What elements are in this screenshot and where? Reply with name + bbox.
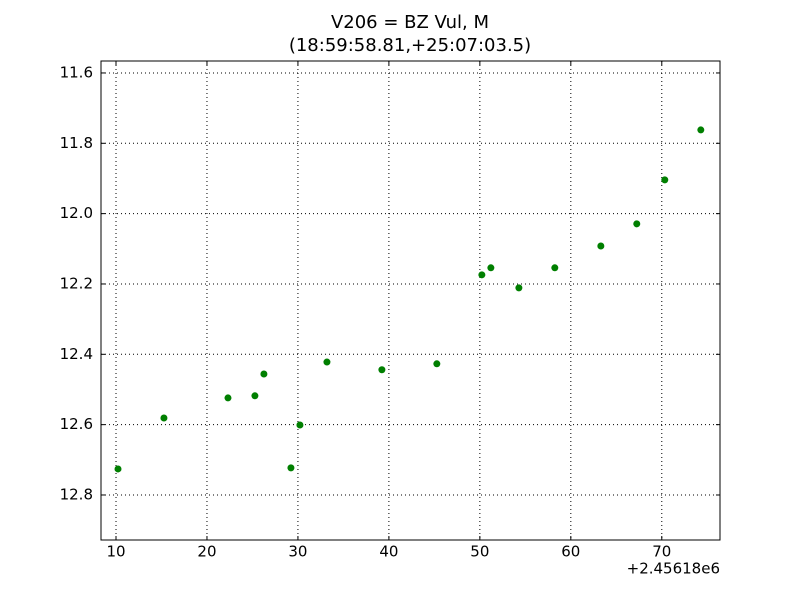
y-tick-label: 12.4 [60,345,93,363]
x-tick-label: 40 [379,543,398,561]
x-tick-label: 50 [470,543,489,561]
chart-subtitle: (18:59:58.81,+25:07:03.5) [289,35,531,56]
x-tick-label: 30 [288,543,307,561]
point [114,465,122,473]
point [296,421,304,429]
point [251,392,259,400]
y-tick-label: 11.8 [60,134,93,152]
x-tick-label: 20 [197,543,216,561]
point [487,264,495,272]
x-tick-label: 70 [652,543,671,561]
chart-title: V206 = BZ Vul, M [331,12,489,33]
point [697,126,705,134]
y-tick-label: 12.0 [60,204,93,222]
x-tick-label: 10 [106,543,125,561]
point [633,220,641,228]
point [160,414,168,422]
point [378,366,386,374]
point [260,370,268,378]
point [597,242,605,250]
x-tick-label: 60 [561,543,580,561]
x-offset-label: +2.45618e6 [627,560,720,578]
plot-frame [100,60,721,541]
y-tick-label: 11.6 [60,63,93,81]
point [287,464,295,472]
y-tick-label: 12.8 [60,485,93,503]
y-tick-label: 12.6 [60,415,93,433]
point [323,358,331,366]
y-tick-label: 12.2 [60,274,93,292]
point [433,360,441,368]
point [551,264,559,272]
point [661,176,669,184]
point [515,284,523,292]
point [224,394,232,402]
point [478,271,486,279]
